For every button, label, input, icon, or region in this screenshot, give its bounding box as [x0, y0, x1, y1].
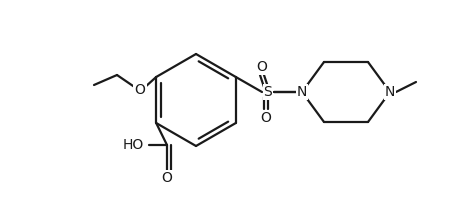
Text: O: O [134, 83, 145, 97]
Text: N: N [296, 85, 307, 99]
Text: O: O [161, 171, 172, 185]
Text: N: N [296, 85, 307, 99]
Text: O: O [260, 111, 271, 125]
Text: HO: HO [122, 138, 143, 152]
Text: S: S [263, 85, 272, 99]
Text: O: O [256, 60, 267, 74]
Text: N: N [384, 85, 394, 99]
